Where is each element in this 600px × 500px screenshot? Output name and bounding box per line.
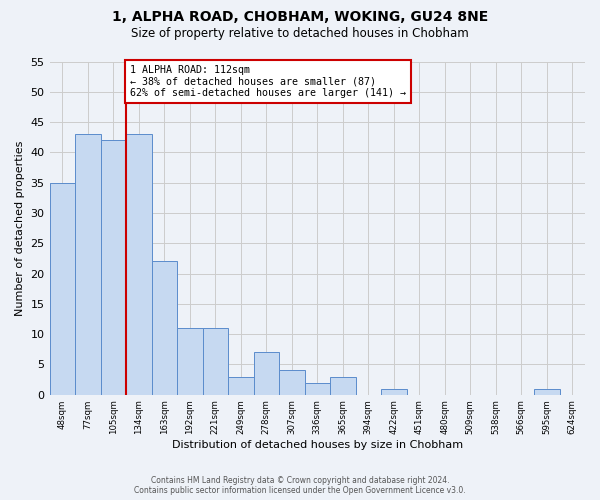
Bar — [279, 370, 305, 394]
X-axis label: Distribution of detached houses by size in Chobham: Distribution of detached houses by size … — [172, 440, 463, 450]
Bar — [75, 134, 101, 394]
Bar — [203, 328, 228, 394]
Bar — [228, 376, 254, 394]
Text: Contains HM Land Registry data © Crown copyright and database right 2024.
Contai: Contains HM Land Registry data © Crown c… — [134, 476, 466, 495]
Y-axis label: Number of detached properties: Number of detached properties — [15, 140, 25, 316]
Bar — [381, 388, 407, 394]
Text: 1, ALPHA ROAD, CHOBHAM, WOKING, GU24 8NE: 1, ALPHA ROAD, CHOBHAM, WOKING, GU24 8NE — [112, 10, 488, 24]
Bar — [101, 140, 126, 394]
Bar — [254, 352, 279, 395]
Text: 1 ALPHA ROAD: 112sqm
← 38% of detached houses are smaller (87)
62% of semi-detac: 1 ALPHA ROAD: 112sqm ← 38% of detached h… — [130, 64, 406, 98]
Bar — [177, 328, 203, 394]
Bar — [50, 182, 75, 394]
Bar — [305, 382, 330, 394]
Bar — [534, 388, 560, 394]
Bar — [330, 376, 356, 394]
Bar — [126, 134, 152, 394]
Bar — [152, 262, 177, 394]
Text: Size of property relative to detached houses in Chobham: Size of property relative to detached ho… — [131, 28, 469, 40]
